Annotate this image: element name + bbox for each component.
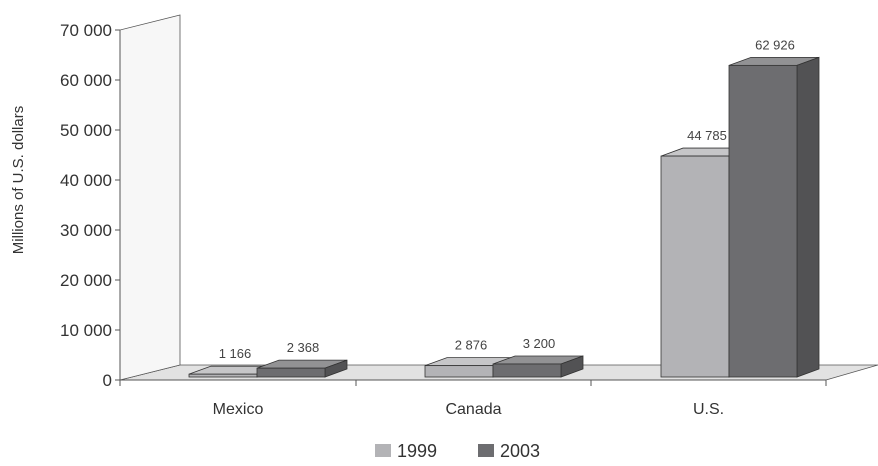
x-category-label: Canada (445, 401, 501, 418)
bar-front-face (660, 155, 730, 378)
x-category-label: U.S. (693, 401, 724, 418)
bar-front-face (492, 363, 562, 378)
bar-2003-canada (492, 355, 584, 378)
legend: 1999 2003 (375, 441, 540, 461)
y-tick-label: 10 000 (60, 321, 112, 340)
data-label: 2 368 (287, 340, 320, 355)
bar-2003-mexico (256, 359, 348, 378)
y-tick-label: 30 000 (60, 221, 112, 240)
legend-item-1999: 1999 (375, 441, 437, 461)
y-axis-title: Millions of U.S. dollars (10, 106, 27, 254)
y-tick-label: 70 000 (60, 21, 112, 40)
y-tick-label: 50 000 (60, 121, 112, 140)
x-category-label: Mexico (213, 401, 264, 418)
y-tick-label: 60 000 (60, 71, 112, 90)
legend-swatch (375, 444, 391, 457)
chart-side-wall (119, 14, 181, 381)
bar-front-face (424, 365, 494, 378)
bar-side-face (796, 56, 820, 378)
data-label: 1 166 (219, 346, 252, 361)
legend-label: 1999 (397, 441, 437, 461)
bar-2003-us (728, 56, 820, 378)
y-axis: 0 10 000 20 000 30 000 40 000 50 000 60 000 70 … (60, 21, 826, 390)
data-label: 62 926 (755, 37, 795, 52)
y-tick-label: 40 000 (60, 171, 112, 190)
bar-front-face (256, 367, 326, 378)
data-labels: 1 166 2 368 2 876 3 200 44 785 62 926 (219, 37, 795, 361)
data-label: 2 876 (455, 338, 488, 353)
legend-swatch (478, 444, 494, 457)
bar-front-face (188, 373, 258, 378)
legend-label: 2003 (500, 441, 540, 461)
data-label: 3 200 (523, 336, 556, 351)
legend-item-2003: 2003 (478, 441, 540, 461)
y-tick-label: 20 000 (60, 271, 112, 290)
y-tick-label: 0 (103, 371, 112, 390)
data-label: 44 785 (687, 128, 727, 143)
x-axis: Mexico Canada U.S. (119, 380, 827, 418)
bars (188, 56, 820, 378)
bar-front-face (728, 64, 798, 378)
